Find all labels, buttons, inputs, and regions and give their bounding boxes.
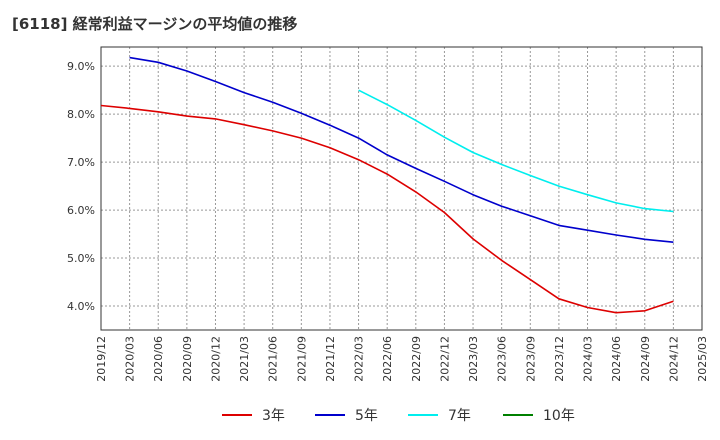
x-tick-label: 2020/06 — [152, 336, 165, 382]
x-tick-label: 2022/06 — [381, 336, 394, 382]
x-tick-label: 2024/06 — [610, 336, 623, 382]
legend-label: 7年 — [448, 408, 471, 424]
x-tick-label: 2021/12 — [324, 336, 337, 382]
x-tick-label: 2020/09 — [181, 336, 194, 382]
x-tick-label: 2023/03 — [467, 336, 480, 382]
legend-item: 10年 — [503, 403, 575, 427]
y-tick-label: 9.0% — [67, 60, 95, 73]
x-tick-label: 2025/03 — [696, 336, 709, 382]
x-tick-label: 2023/12 — [553, 336, 566, 382]
axes — [100, 46, 703, 331]
x-tick-label: 2020/12 — [209, 336, 222, 382]
x-tick-label: 2021/03 — [238, 336, 251, 382]
chart-title: [6118] 経常利益マージンの平均値の推移 — [12, 15, 298, 33]
x-tick-label: 2020/03 — [124, 336, 137, 382]
series-line-5年 — [129, 56, 674, 243]
legend-item: 5年 — [315, 403, 378, 427]
x-tick-label: 2024/09 — [639, 336, 652, 382]
x-tick-label: 2022/12 — [438, 336, 451, 382]
legend-label: 5年 — [355, 408, 378, 424]
legend-swatch — [222, 414, 252, 416]
legend-swatch — [315, 414, 345, 416]
legend-label: 10年 — [543, 408, 575, 424]
grid-lines — [100, 47, 703, 330]
x-tick-label: 2024/12 — [667, 336, 680, 382]
legend-item: 3年 — [222, 403, 285, 427]
y-tick-label: 4.0% — [67, 300, 95, 313]
y-tick-label: 8.0% — [67, 108, 95, 121]
legend-label: 3年 — [262, 408, 285, 424]
x-tick-label: 2023/06 — [496, 336, 509, 382]
x-tick-label: 2022/03 — [353, 336, 366, 382]
legend: 3年 5年 7年 10年 — [0, 403, 720, 427]
series-line-7年 — [358, 89, 674, 213]
x-tick-label: 2022/09 — [410, 336, 423, 382]
x-tick-label: 2019/12 — [95, 336, 108, 382]
plot-frame — [100, 46, 703, 331]
y-tick-label: 6.0% — [67, 204, 95, 217]
x-tick-label: 2021/06 — [267, 336, 280, 382]
series-line-3年 — [100, 104, 674, 314]
x-tick-label: 2021/09 — [295, 336, 308, 382]
legend-swatch — [408, 414, 438, 416]
tick-labels: 4.0% 5.0% 6.0% 7.0% 8.0% 9.0% 2019/12 2020/03 20… — [67, 60, 709, 382]
legend-swatch — [503, 414, 533, 416]
x-tick-label: 2024/03 — [582, 336, 595, 382]
series-lines — [100, 56, 674, 314]
y-tick-label: 5.0% — [67, 252, 95, 265]
y-tick-label: 7.0% — [67, 156, 95, 169]
legend-item: 7年 — [408, 403, 471, 427]
x-tick-label: 2023/09 — [524, 336, 537, 382]
